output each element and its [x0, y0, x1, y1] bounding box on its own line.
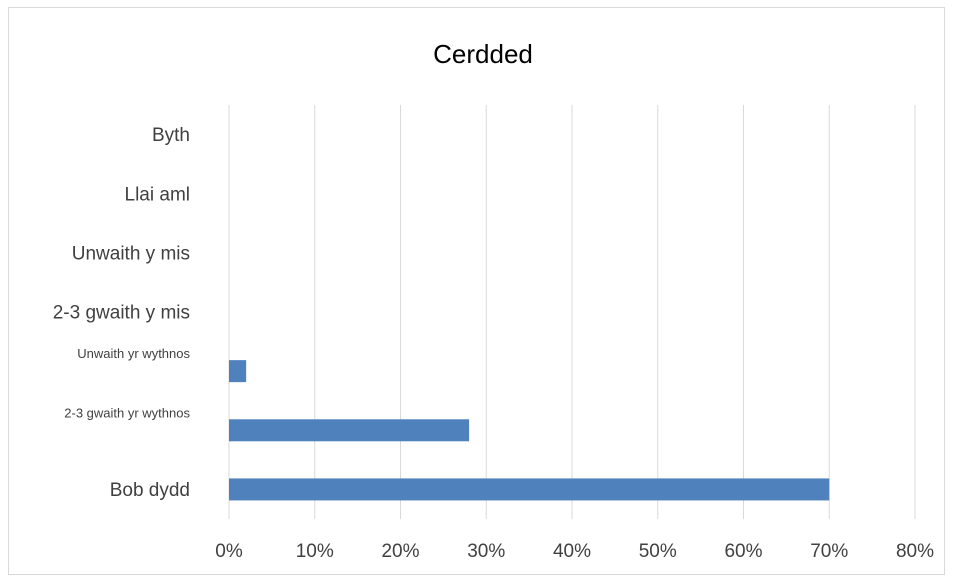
- category-label: 2-3 gwaith y mis: [53, 303, 190, 324]
- x-tick-label: 50%: [639, 541, 677, 562]
- category-label: Byth: [152, 125, 190, 146]
- bar: [229, 360, 247, 383]
- category-label: Bob dydd: [110, 480, 190, 501]
- x-tick-label: 0%: [215, 541, 243, 562]
- category-label: Unwaith y mis: [72, 244, 190, 265]
- x-tick-label: 40%: [553, 541, 591, 562]
- x-tick-label: 70%: [810, 541, 848, 562]
- category-label: Unwaith yr wythnos: [77, 346, 190, 361]
- gridlines: [228, 105, 916, 519]
- x-tick-label: 30%: [467, 541, 505, 562]
- chart-title: Cerdded: [433, 39, 533, 69]
- x-tick-label: 80%: [896, 541, 934, 562]
- category-label: Llai aml: [125, 184, 190, 205]
- category-label: 2-3 gwaith yr wythnos: [64, 405, 190, 420]
- x-tick-labels: 0% 10% 20% 30% 40% 50% 60% 70% 80%: [215, 541, 934, 562]
- bar: [229, 419, 470, 442]
- x-tick-label: 60%: [724, 541, 762, 562]
- bars: [229, 360, 830, 501]
- category-labels: Bob dydd 2-3 gwaith yr wythnos Unwaith yr …: [53, 125, 191, 501]
- bar: [229, 478, 830, 501]
- x-tick-label: 20%: [381, 541, 419, 562]
- x-tick-label: 10%: [296, 541, 334, 562]
